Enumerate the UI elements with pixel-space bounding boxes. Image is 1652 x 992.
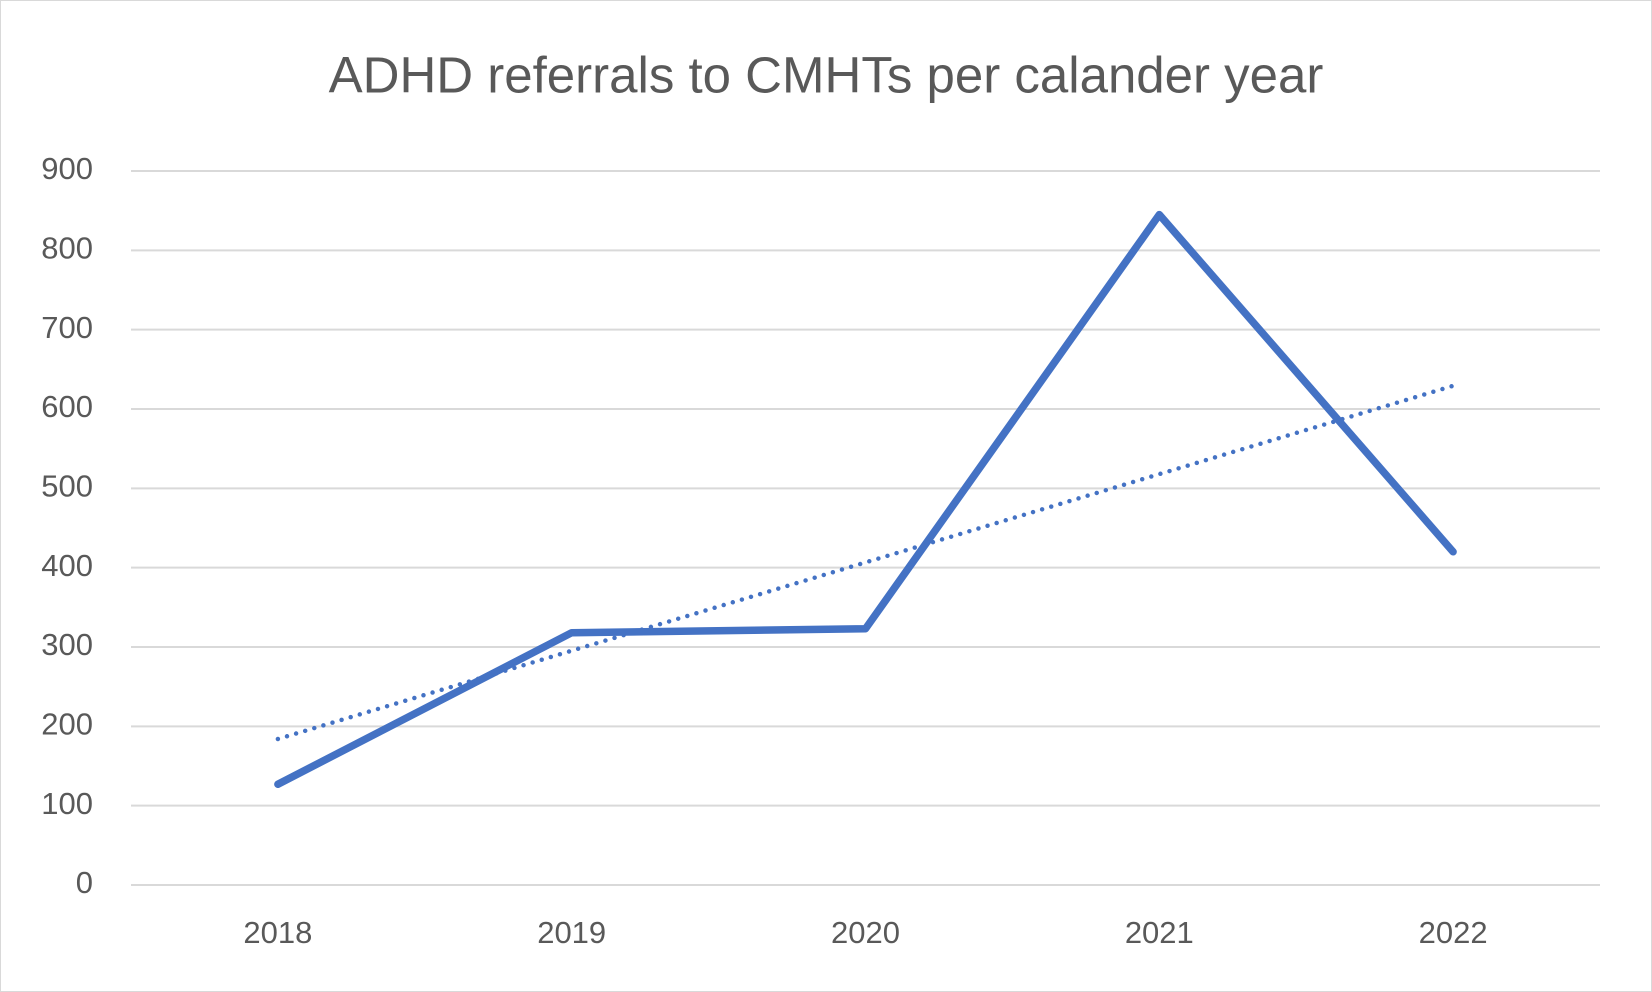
x-tick-label: 2021 [1125, 915, 1194, 950]
y-tick-label: 500 [41, 469, 93, 504]
data-line [274, 210, 1457, 788]
y-tick-label: 200 [41, 707, 93, 742]
chart-title: ADHD referrals to CMHTs per calander yea… [329, 46, 1324, 103]
y-tick-label: 900 [41, 151, 93, 186]
y-tick-label: 100 [41, 786, 93, 821]
y-tick-label: 700 [41, 310, 93, 345]
y-tick-label: 600 [41, 389, 93, 424]
x-tick-label: 2020 [831, 915, 900, 950]
x-tick-label: 2019 [537, 915, 606, 950]
y-tick-label: 400 [41, 548, 93, 583]
y-tick-label: 800 [41, 231, 93, 266]
y-tick-label: 300 [41, 627, 93, 662]
y-tick-label: 0 [76, 865, 93, 900]
x-tick-label: 2018 [243, 915, 312, 950]
x-tick-label: 2022 [1419, 915, 1488, 950]
